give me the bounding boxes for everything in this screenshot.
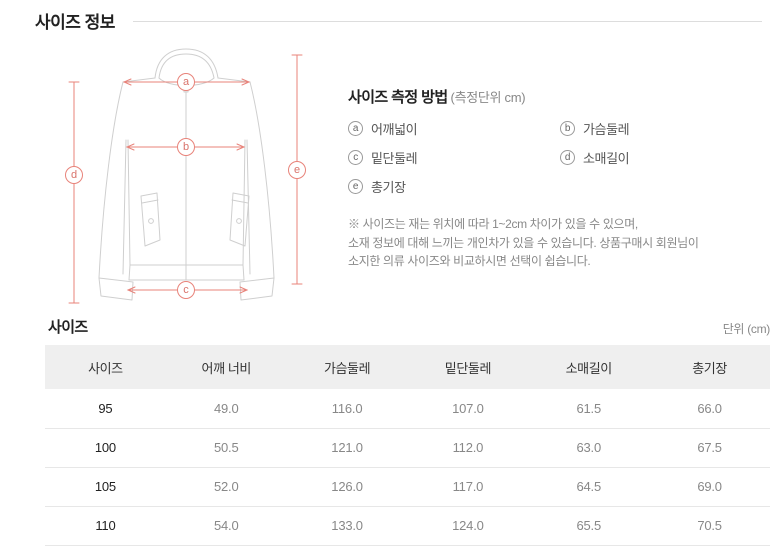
diagram-marker-b: b xyxy=(177,138,195,156)
table-row: 105 52.0 126.0 117.0 64.5 69.0 xyxy=(45,467,770,507)
diagram-marker-a: a xyxy=(177,73,195,91)
cell-shoulder: 52.0 xyxy=(165,467,287,507)
legend-label: 소매길이 xyxy=(583,151,630,166)
diagram-marker-e: e xyxy=(288,161,306,179)
legend-label: 밑단둘레 xyxy=(371,151,418,166)
note-line: 소지한 의류 사이즈와 비교하시면 선택이 쉽습니다. xyxy=(348,254,591,269)
cell-size: 110 xyxy=(45,506,166,546)
size-table-unit-label: 단위 (cm) xyxy=(722,322,771,336)
column-header-hem: 밑단둘레 xyxy=(407,345,529,389)
cell-chest: 126.0 xyxy=(286,467,408,507)
note-line: 소재 정보에 대해 느끼는 개인차가 있을 수 있습니다. 상품구매시 회원님이 xyxy=(348,235,699,250)
table-row: 110 54.0 133.0 124.0 65.5 70.5 xyxy=(45,506,770,546)
cell-sleeve: 65.5 xyxy=(528,506,650,546)
legend-marker-b: b xyxy=(560,121,575,136)
column-header-chest: 가슴둘레 xyxy=(286,345,408,389)
cell-chest: 133.0 xyxy=(286,506,408,546)
cell-hem: 112.0 xyxy=(407,428,529,468)
cell-total-length: 67.5 xyxy=(649,428,770,468)
cell-hem: 124.0 xyxy=(407,506,529,546)
column-header-total-length: 총기장 xyxy=(649,345,770,389)
legend-marker-e: e xyxy=(348,179,363,194)
legend-item-hem: c 밑단둘레 xyxy=(348,148,560,167)
legend-marker-a: a xyxy=(348,121,363,136)
cell-size: 105 xyxy=(45,467,166,507)
size-table-header: 사이즈 단위 (cm) xyxy=(48,316,770,337)
page-header: 사이즈 정보 xyxy=(35,8,762,33)
cell-size: 100 xyxy=(45,428,166,468)
method-title-text: 사이즈 측정 방법 xyxy=(348,89,448,106)
method-unit-text: (측정단위 cm) xyxy=(450,90,526,105)
legend-item-chest: b 가슴둘레 xyxy=(560,119,770,138)
legend-label: 총기장 xyxy=(371,180,406,195)
column-header-sleeve: 소매길이 xyxy=(528,345,650,389)
cell-sleeve: 64.5 xyxy=(528,467,650,507)
cell-sleeve: 63.0 xyxy=(528,428,650,468)
cell-shoulder: 54.0 xyxy=(165,506,287,546)
diagram-marker-c: c xyxy=(177,281,195,299)
cell-sleeve: 61.5 xyxy=(528,389,650,429)
column-header-shoulder: 어깨 너비 xyxy=(165,345,287,389)
note-line: ※ 사이즈는 재는 위치에 따라 1~2cm 차이가 있을 수 있으며, xyxy=(348,217,638,231)
cell-size: 95 xyxy=(45,389,166,429)
legend-marker-c: c xyxy=(348,150,363,165)
header-divider xyxy=(132,21,762,22)
legend-item-total-length: e 총기장 xyxy=(348,177,560,196)
legend-item-sleeve: d 소매길이 xyxy=(560,148,770,167)
cell-hem: 117.0 xyxy=(407,467,529,507)
table-row: 100 50.5 121.0 112.0 63.0 67.5 xyxy=(45,428,770,468)
cell-total-length: 69.0 xyxy=(649,467,770,507)
cell-shoulder: 49.0 xyxy=(165,389,287,429)
cell-shoulder: 50.5 xyxy=(165,428,287,468)
jacket-outline-illustration xyxy=(68,48,303,304)
cell-total-length: 70.5 xyxy=(649,506,770,546)
cell-hem: 107.0 xyxy=(407,389,529,429)
legend-item-shoulder: a 어깨넓이 xyxy=(348,119,560,138)
page-title: 사이즈 정보 xyxy=(35,13,115,32)
measurement-method-title: 사이즈 측정 방법 (측정단위 cm) xyxy=(348,86,770,107)
diagram-marker-d: d xyxy=(65,166,83,184)
measurement-legend: a 어깨넓이 b 가슴둘레 c 밑단둘레 d 소매길이 e 총기장 xyxy=(348,119,770,196)
size-table: 사이즈 어깨 너비 가슴둘레 밑단둘레 소매길이 총기장 95 49.0 116… xyxy=(45,345,770,546)
jacket-diagram: a b c d e xyxy=(55,40,335,310)
size-table-title: 사이즈 xyxy=(48,319,88,336)
column-header-size: 사이즈 xyxy=(45,345,166,389)
size-disclaimer-note: ※ 사이즈는 재는 위치에 따라 1~2cm 차이가 있을 수 있으며, 소재 … xyxy=(348,215,770,271)
cell-chest: 116.0 xyxy=(286,389,408,429)
cell-total-length: 66.0 xyxy=(649,389,770,429)
table-header-row: 사이즈 어깨 너비 가슴둘레 밑단둘레 소매길이 총기장 xyxy=(45,345,770,389)
legend-label: 어깨넓이 xyxy=(371,122,418,137)
legend-marker-d: d xyxy=(560,150,575,165)
table-row: 95 49.0 116.0 107.0 61.5 66.0 xyxy=(45,389,770,429)
cell-chest: 121.0 xyxy=(286,428,408,468)
legend-label: 가슴둘레 xyxy=(583,122,630,137)
measurement-method-section: 사이즈 측정 방법 (측정단위 cm) a 어깨넓이 b 가슴둘레 c 밑단둘레 … xyxy=(348,86,770,271)
